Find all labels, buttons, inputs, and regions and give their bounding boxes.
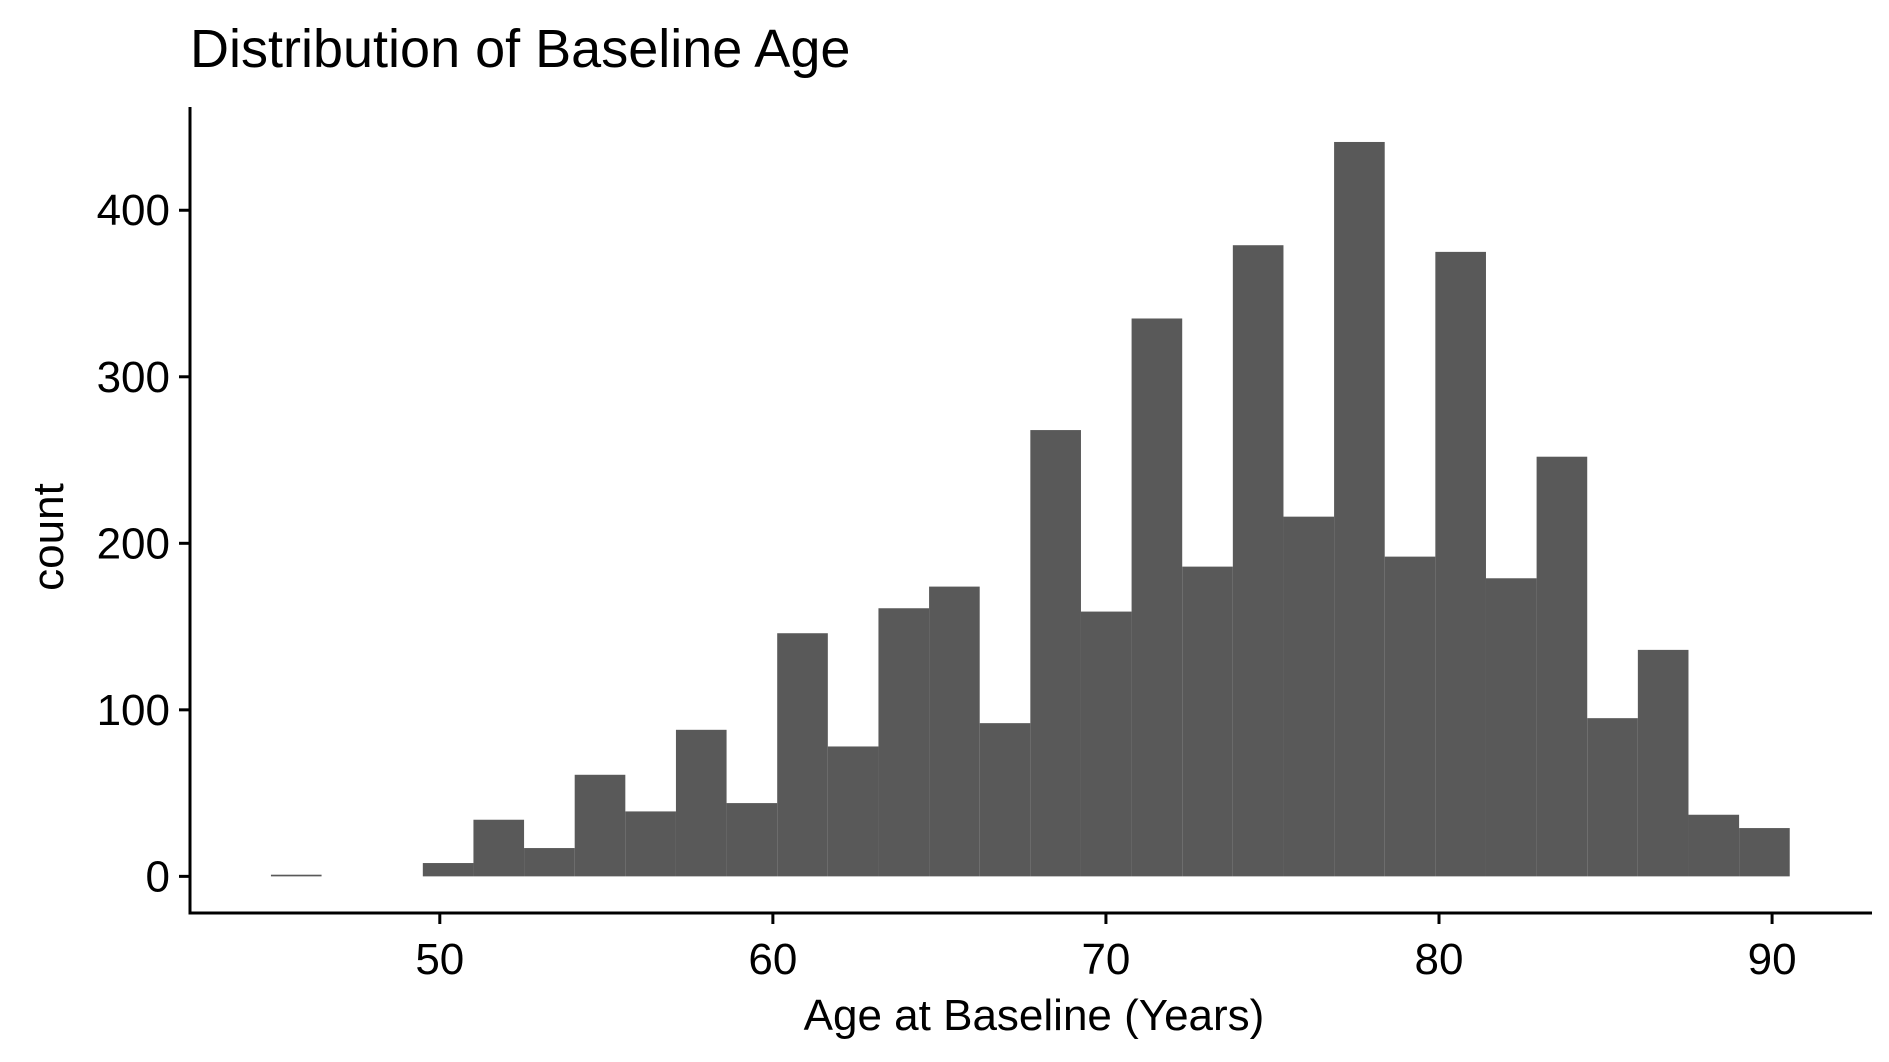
y-tick-label: 200 [97, 519, 170, 568]
histogram-bar [777, 633, 828, 877]
y-tick-label: 300 [97, 353, 170, 402]
x-tick-label: 90 [1748, 935, 1797, 984]
histogram-bar [574, 774, 626, 877]
chart-title: Distribution of Baseline Age [190, 19, 850, 79]
y-axis-ticks: 0 100 200 300 400 [97, 186, 190, 901]
histogram-bar [878, 608, 930, 877]
histogram-bar [1283, 516, 1335, 877]
histogram-bar [1080, 611, 1132, 877]
histogram-bar [524, 848, 575, 877]
x-tick-label: 50 [415, 935, 464, 984]
histogram-bar [1131, 318, 1183, 877]
histogram-bar [422, 863, 474, 877]
x-axis-ticks: 50 60 70 80 90 [415, 913, 1797, 984]
histogram-bars [270, 141, 1790, 877]
histogram-bar [1587, 718, 1638, 877]
y-tick-label: 0 [146, 852, 170, 901]
histogram-bar [1536, 456, 1588, 877]
histogram-bar [827, 746, 879, 877]
histogram-bar [270, 874, 322, 877]
histogram-bar [675, 729, 727, 877]
histogram-bar [625, 811, 676, 877]
x-tick-label: 70 [1081, 935, 1130, 984]
x-tick-label: 80 [1415, 935, 1464, 984]
x-axis-title: Age at Baseline (Years) [804, 991, 1265, 1040]
histogram-bar [1334, 141, 1385, 877]
y-tick-label: 100 [97, 686, 170, 735]
histogram-bar [1688, 814, 1740, 877]
histogram-bar [1435, 251, 1486, 877]
histogram-bar [726, 803, 778, 877]
histogram-bar [1485, 578, 1537, 877]
histogram-bar [1182, 566, 1233, 877]
histogram-bar [473, 819, 525, 877]
y-tick-label: 400 [97, 186, 170, 235]
histogram-bar [1739, 828, 1790, 877]
histogram-bar [979, 723, 1031, 877]
histogram-bar [1637, 649, 1689, 877]
histogram-bar [1384, 556, 1436, 877]
histogram-bar [929, 586, 980, 877]
x-tick-label: 60 [748, 935, 797, 984]
y-axis-title: count [24, 483, 73, 591]
histogram-bar [1232, 245, 1284, 877]
histogram-bar [1030, 430, 1081, 877]
